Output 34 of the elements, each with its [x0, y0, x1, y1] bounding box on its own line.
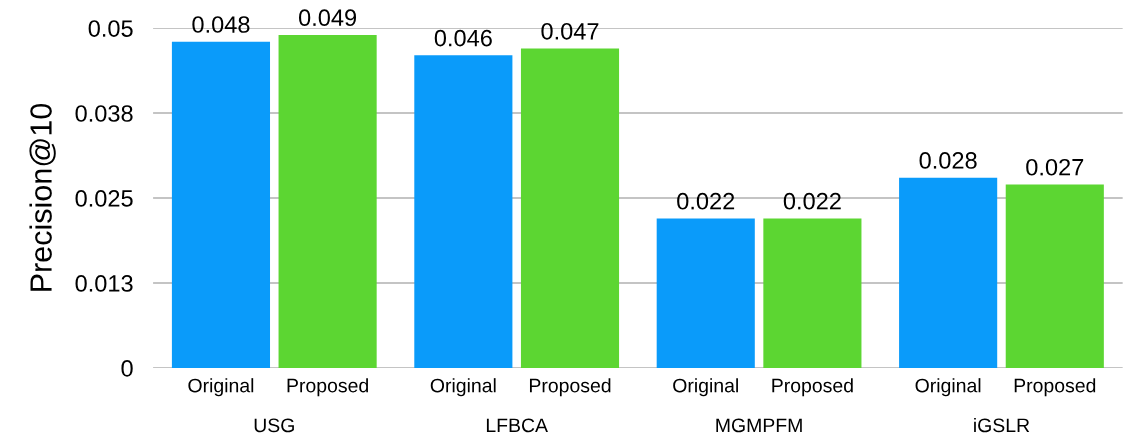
bar	[278, 34, 377, 368]
y-tick-label: 0.05	[88, 20, 133, 37]
y-tick-label: 0.013	[75, 275, 133, 292]
bar	[899, 177, 998, 368]
y-tick-label: 0.025	[75, 190, 133, 207]
data-label: 0.028	[919, 152, 977, 169]
series-label: Original	[188, 378, 254, 397]
x-tick-label: USG	[254, 418, 294, 433]
series-label: Proposed	[287, 378, 368, 397]
data-label: 0.046	[434, 29, 492, 47]
text: Proposed	[529, 378, 611, 397]
x-tick-label: iGSLR	[974, 417, 1030, 433]
text: Original	[430, 378, 496, 397]
bar	[656, 218, 755, 368]
bar	[171, 41, 271, 368]
bar	[414, 55, 513, 368]
text: Proposed	[1014, 378, 1096, 397]
bar	[520, 48, 620, 368]
text: Original	[915, 378, 981, 397]
data-label: 0.047	[541, 22, 599, 40]
data-label: 0.048	[192, 16, 250, 33]
text: Original	[673, 378, 738, 397]
bar	[1005, 184, 1104, 368]
data-label: 0.049	[299, 9, 357, 27]
y-tick-label: 0.038	[75, 105, 133, 122]
data-label: 0.022	[783, 192, 841, 210]
text: Proposed	[772, 378, 853, 397]
x-tick-label: LFBCA	[486, 418, 548, 433]
y-tick-label: 0	[121, 360, 133, 377]
bar	[763, 218, 862, 368]
y-axis-title: Precision@10	[29, 103, 56, 291]
data-label: 0.027	[1026, 158, 1084, 176]
x-tick-label: MGMPFM	[716, 418, 802, 433]
data-label: 0.022	[677, 192, 735, 210]
